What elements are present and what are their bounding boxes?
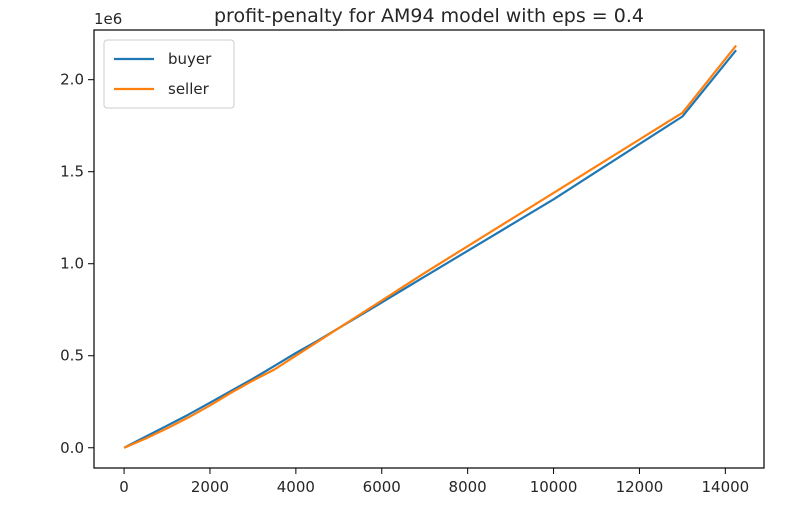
x-tick-label: 2000 [191,478,229,496]
y-axis-offset-label: 1e6 [94,10,122,28]
x-tick-label: 8000 [449,478,487,496]
x-tick-label: 12000 [616,478,664,496]
series-layer [123,44,737,449]
y-tick-label: 0.0 [60,439,84,457]
x-tick-label: 14000 [701,478,749,496]
x-tick-label: 4000 [277,478,315,496]
x-tick-label: 6000 [363,478,401,496]
y-axis: 0.0 0.5 1.0 1.5 2.0 [60,71,94,457]
y-tick-label: 1.0 [60,255,84,273]
legend: buyer seller [103,39,235,109]
x-axis: 0 2000 4000 6000 8000 10000 12000 14000 [119,468,749,496]
y-tick-label: 2.0 [60,71,84,89]
series-line-buyer [123,49,737,449]
chart-title: profit-penalty for AM94 model with eps =… [214,5,644,27]
series-line-seller [123,44,737,449]
plot-frame [93,29,765,469]
legend-label-buyer: buyer [168,50,212,68]
legend-label-seller: seller [168,80,210,98]
y-tick-label: 0.5 [60,347,84,365]
x-tick-label: 10000 [530,478,578,496]
legend-box [103,39,235,109]
y-tick-label: 1.5 [60,163,84,181]
x-tick-label: 0 [119,478,129,496]
